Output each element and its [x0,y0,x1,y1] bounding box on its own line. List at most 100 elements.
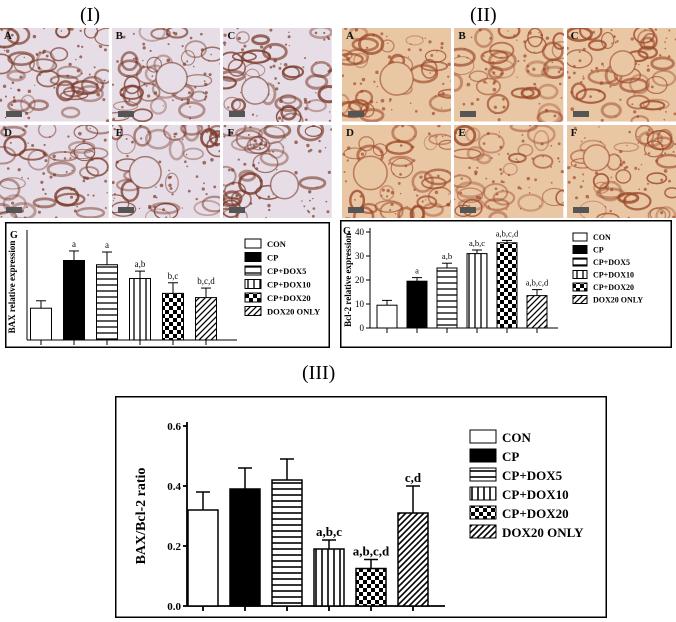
micrograph-tile-c: C [566,28,676,122]
bar-cp-dox5 [436,267,458,329]
scale-bar [572,110,589,117]
scale-bar [117,110,134,117]
legend-swatch [572,270,588,279]
legend-swatch [572,245,588,254]
bar-cp-dox20 [496,242,518,329]
bar-cp-dox5 [271,479,303,607]
significance-label: a,b,c [316,524,342,539]
y-tick-label: 30 [355,251,365,261]
y-tick-label: 0 [360,323,365,333]
legend-label: CP+DOX5 [267,266,306,276]
micrograph-letter: F [570,126,578,139]
panel-label-III: (III) [302,362,336,384]
legend-swatch [572,282,588,292]
legend-label: CP+DOX20 [593,283,634,292]
y-tick-label: 0.0 [167,601,181,613]
significance-label: a,b,c [469,238,485,248]
bar-cp-dox10 [129,278,151,341]
scale-bar [348,207,364,213]
scale-bar [229,110,246,117]
legend-label: DOX20 ONLY [593,296,643,305]
legend-label: CP+DOX10 [267,280,311,290]
micrograph-tile-a: A [342,28,452,122]
legend-swatch [244,238,262,249]
legend-label: DOX20 ONLY [502,525,584,540]
legend-label: CP+DOX5 [502,468,563,483]
chart-frame [115,396,607,618]
y-axis-label: BAX/Bcl-2 ratio [134,468,149,565]
chart-frame [340,220,672,348]
legend-swatch [469,448,497,463]
legend-swatch [244,306,262,316]
significance-label: a,b,c,d [496,228,519,238]
legend-swatch [469,524,497,539]
bax-bcl2-ratio-chart: 0.0 0.2 0.4 0.6 BAX/Bcl-2 ratio a,b,c a,b,c,d c… [115,396,607,618]
legend-label: CP+DOX10 [593,271,634,280]
y-tick-label: 0.4 [167,481,181,493]
bar-dox20-only [526,295,548,329]
micrograph-letter: F [227,126,235,139]
scale-bar [348,110,364,117]
micrograph-tile-c: C [223,28,332,122]
legend-swatch [572,232,588,242]
micrograph-grid-II: A B C D E F [342,28,676,218]
scale-bar [117,207,134,213]
y-tick-label: 20 [355,275,365,285]
legend-swatch [469,486,497,501]
scale-bar [229,207,246,213]
legend-swatch [244,252,262,262]
micrograph-letter: B [458,30,466,42]
legend-swatch [572,257,588,267]
legend-label: CP [502,449,519,464]
panel-label-II: (II) [470,4,497,26]
y-tick-label: 0.2 [167,541,181,553]
micrograph-tile-a: A [0,28,109,122]
y-tick-label: 0.6 [167,421,181,433]
significance-label: a [105,240,109,250]
micrograph-tile-d: D [342,124,452,218]
legend-label: CON [267,239,287,249]
legend-swatch [469,467,497,482]
bar-cp-dox5 [96,264,118,341]
scale-bar [460,110,477,117]
significance-label: a,b [135,259,146,269]
scale-bar [6,207,22,213]
significance-label: a [415,266,419,276]
bar-dox20-only [195,297,217,341]
scale-bar [6,110,22,117]
significance-label: b,c,d [197,276,215,286]
micrograph-tile-f: F [223,124,332,218]
legend-swatch [469,505,497,520]
legend-label: DOX20 ONLY [267,307,320,317]
bar-con [187,509,219,607]
significance-label: a [72,239,76,249]
legend-swatch [244,265,262,276]
legend-label: CP+DOX5 [593,258,630,267]
significance-label: a,b,c,d [353,544,390,559]
bar-cp-dox10 [466,253,488,329]
bar-cp [63,260,85,341]
legend-swatch [572,295,588,304]
legend-label: CON [502,430,532,445]
micrograph-tile-f: F [566,124,676,218]
micrograph-letter: D [346,126,354,139]
micrograph-letter: E [458,126,466,139]
panel-letter: G [10,230,18,241]
micrograph-tile-e: E [454,124,564,218]
bar-con [376,304,398,329]
micrograph-grid-I: A B C D E F [0,28,332,218]
bar-cp [406,280,428,329]
scale-bar [460,207,477,213]
micrograph-letter: B [115,30,123,42]
legend-label: CP [593,246,604,255]
micrograph-tile-b: B [111,28,221,122]
micrograph-tile-e: E [111,124,221,218]
y-axis-label: Bcl-2 relative expression [343,233,353,327]
significance-label: a,b [442,251,452,261]
chart-frame [5,222,330,348]
significance-label: c,d [405,470,422,485]
bar-cp-dox20 [355,567,387,607]
y-axis-label: BAX relative expression [7,241,17,334]
legend-label: CP+DOX20 [502,506,569,521]
